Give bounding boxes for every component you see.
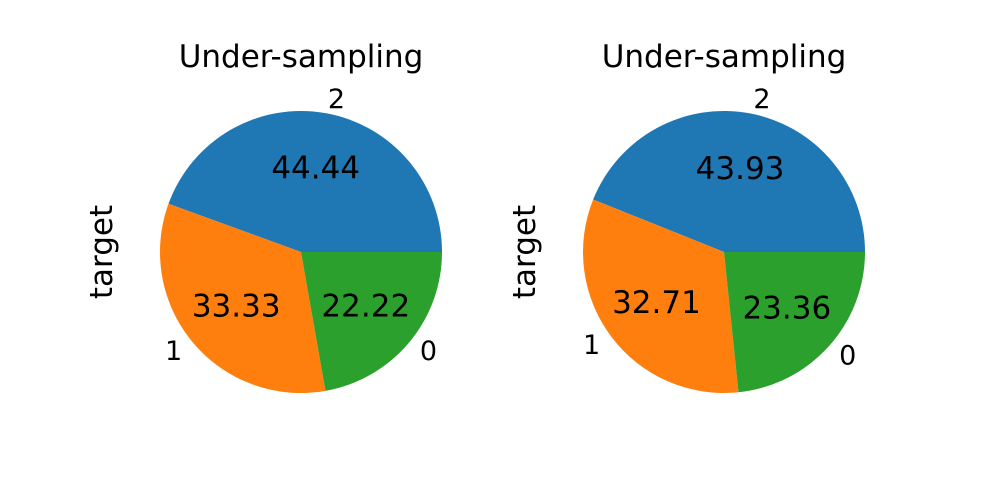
- pie-slice-0: [301, 252, 442, 391]
- pie-slice-1: [583, 199, 739, 393]
- category-label: 0: [839, 340, 856, 371]
- category-label: 0: [420, 336, 437, 367]
- chart-title: Under-sampling: [602, 39, 847, 75]
- pie-slice-2: [593, 111, 865, 253]
- category-label: 2: [328, 84, 345, 115]
- value-label: 33.33: [192, 288, 281, 324]
- pie-slice-2: [168, 111, 442, 252]
- pie-chart-right: Under-sampling target 2 43.93 1 32.71 0 23.36: [507, 39, 865, 393]
- pie-slice-1: [159, 203, 326, 393]
- chart-title: Under-sampling: [179, 39, 424, 75]
- pie-chart-left: Under-sampling target 2 44.44 1 33.33 0 22.22: [84, 39, 442, 393]
- value-label: 44.44: [271, 151, 360, 187]
- y-axis-label: target: [84, 205, 120, 299]
- y-axis-label: target: [507, 205, 543, 299]
- value-label: 43.93: [696, 151, 785, 187]
- category-label: 2: [753, 84, 770, 115]
- value-label: 23.36: [742, 291, 831, 327]
- value-label: 22.22: [321, 288, 410, 324]
- pie-slice-0: [724, 252, 865, 393]
- pie-slices: [159, 111, 442, 393]
- pie-labels: 2 44.44 1 33.33 0 22.22: [165, 84, 437, 367]
- pie-slices: [583, 111, 865, 393]
- category-label: 1: [583, 330, 600, 361]
- value-label: 32.71: [612, 285, 701, 321]
- category-label: 1: [165, 336, 182, 367]
- pie-labels: 2 43.93 1 32.71 0 23.36: [583, 84, 856, 371]
